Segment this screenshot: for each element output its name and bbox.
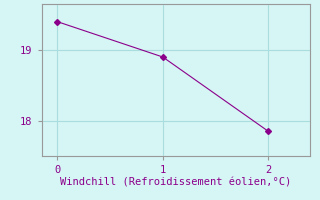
X-axis label: Windchill (Refroidissement éolien,°C): Windchill (Refroidissement éolien,°C) <box>60 178 292 188</box>
